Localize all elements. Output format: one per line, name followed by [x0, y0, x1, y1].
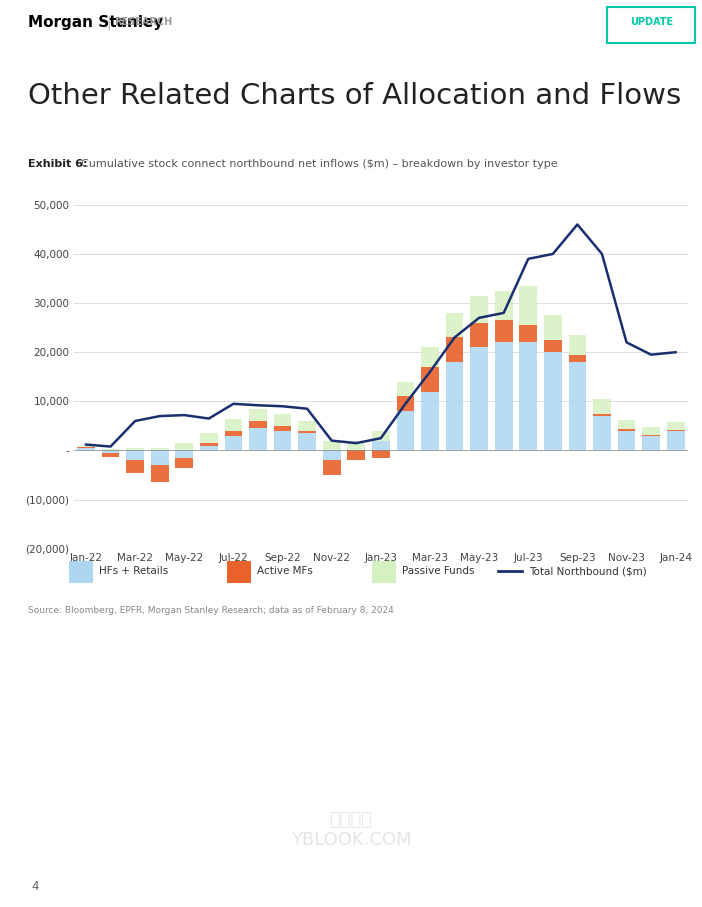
Bar — [274, 431, 291, 451]
Bar — [151, 451, 168, 465]
Bar — [323, 441, 340, 451]
Bar — [495, 342, 512, 451]
Bar — [470, 347, 488, 451]
Bar — [667, 423, 684, 430]
Bar — [470, 323, 488, 347]
Bar — [126, 451, 144, 460]
Bar — [642, 434, 660, 435]
Bar — [421, 347, 439, 367]
Bar — [274, 414, 291, 426]
Bar — [667, 431, 684, 451]
Text: Source: Bloomberg, EPFR, Morgan Stanley Research; data as of February 8, 2024: Source: Bloomberg, EPFR, Morgan Stanley … — [28, 607, 394, 615]
Bar — [347, 441, 365, 451]
Bar — [495, 320, 512, 342]
Bar — [397, 396, 414, 411]
Bar — [102, 451, 119, 453]
Text: UPDATE: UPDATE — [630, 17, 673, 27]
Bar — [544, 316, 562, 340]
Text: 4: 4 — [32, 880, 39, 893]
FancyBboxPatch shape — [607, 7, 695, 43]
Bar — [397, 382, 414, 396]
Text: Total Northbound ($m): Total Northbound ($m) — [529, 567, 647, 577]
Bar — [225, 435, 242, 451]
Text: Other Related Charts of Allocation and Flows: Other Related Charts of Allocation and F… — [28, 82, 682, 110]
Text: RESEARCH: RESEARCH — [114, 17, 173, 27]
Bar — [151, 465, 168, 483]
Bar — [77, 447, 95, 448]
Text: Active MFs: Active MFs — [257, 567, 313, 577]
Bar — [593, 416, 611, 451]
Bar — [618, 420, 635, 429]
Bar — [446, 362, 463, 451]
Bar — [544, 352, 562, 451]
FancyBboxPatch shape — [227, 561, 251, 583]
Bar — [642, 435, 660, 451]
Text: Morgan Stanley: Morgan Stanley — [28, 15, 164, 30]
Bar — [200, 445, 218, 451]
Bar — [200, 434, 218, 444]
Bar — [102, 453, 119, 457]
Bar — [200, 444, 218, 445]
Bar — [519, 286, 537, 326]
Bar — [372, 431, 390, 441]
Bar — [176, 458, 193, 468]
Bar — [347, 451, 365, 460]
Bar — [323, 460, 340, 475]
Bar — [569, 335, 586, 355]
Bar — [77, 445, 95, 447]
Bar — [298, 421, 316, 431]
Text: Passive Funds: Passive Funds — [402, 567, 475, 577]
Bar — [593, 414, 611, 416]
Bar — [126, 460, 144, 473]
Bar — [176, 444, 193, 451]
Bar — [569, 362, 586, 451]
Bar — [519, 326, 537, 342]
Bar — [421, 367, 439, 392]
Bar — [249, 409, 267, 421]
Bar — [274, 426, 291, 431]
Bar — [593, 399, 611, 414]
Bar — [446, 337, 463, 362]
Bar — [569, 355, 586, 362]
Bar — [618, 431, 635, 451]
Bar — [618, 429, 635, 431]
Bar — [298, 431, 316, 434]
Bar — [519, 342, 537, 451]
FancyBboxPatch shape — [372, 561, 396, 583]
Bar — [176, 451, 193, 458]
Bar — [77, 448, 95, 451]
Bar — [642, 427, 660, 434]
Bar — [126, 448, 144, 451]
Bar — [225, 431, 242, 435]
Bar — [249, 428, 267, 451]
Bar — [421, 392, 439, 451]
Bar — [544, 340, 562, 352]
Bar — [323, 451, 340, 460]
Text: 研报之家
YBLOOK.COM: 研报之家 YBLOOK.COM — [291, 811, 411, 849]
FancyBboxPatch shape — [69, 561, 93, 583]
Bar — [102, 450, 119, 451]
Text: Cumulative stock connect northbound net inflows ($m) – breakdown by investor typ: Cumulative stock connect northbound net … — [81, 159, 557, 170]
Text: Exhibit 6:: Exhibit 6: — [28, 159, 88, 170]
Bar — [446, 313, 463, 337]
Text: |: | — [107, 15, 112, 30]
Text: HFs + Retails: HFs + Retails — [99, 567, 168, 577]
Bar — [372, 451, 390, 458]
Bar — [667, 430, 684, 431]
Bar — [397, 411, 414, 451]
Bar — [470, 296, 488, 323]
Bar — [298, 434, 316, 451]
Bar — [495, 291, 512, 320]
Bar — [249, 421, 267, 428]
Bar — [151, 448, 168, 451]
Bar — [372, 441, 390, 451]
Bar — [225, 418, 242, 431]
